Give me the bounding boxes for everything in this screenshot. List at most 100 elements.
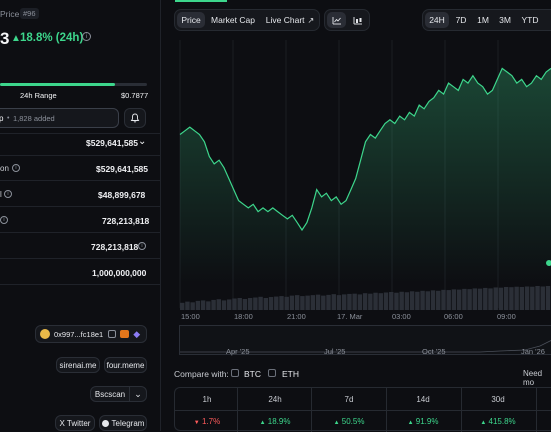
volume-bar <box>389 292 394 310</box>
website-link-2[interactable]: four.meme <box>104 357 147 373</box>
contract-address: 0x997...fc18e1 <box>54 329 104 339</box>
price-line <box>179 67 551 232</box>
volume-bar <box>247 298 253 310</box>
volume-bar <box>425 291 431 310</box>
telegram-label: Telegram <box>111 418 145 428</box>
telegram-icon <box>101 419 109 427</box>
volume-bar <box>336 295 342 310</box>
info-icon[interactable]: i <box>12 164 20 172</box>
x-tick-label: 17. Mar <box>337 312 363 321</box>
range-label: 24h Range <box>20 91 57 100</box>
range-7d[interactable]: 7D <box>455 15 467 25</box>
volume-bar <box>227 299 232 310</box>
volume-bar <box>268 297 274 310</box>
up-arrow-icon: ▲ <box>259 420 266 426</box>
diamond-icon[interactable]: ◆ <box>133 328 141 339</box>
x-tick-label: 09:00 <box>497 312 516 321</box>
down-arrow-icon: ▼ <box>193 420 200 426</box>
info-icon[interactable]: i <box>138 242 146 250</box>
volume-bar <box>242 298 248 310</box>
range-navigator[interactable] <box>179 325 551 355</box>
volume-bar <box>357 294 363 310</box>
volume-bar <box>221 300 227 310</box>
volume-bar <box>535 286 540 310</box>
price-value-partial: 3 <box>0 29 10 48</box>
range-high: $0.7877 <box>121 91 149 100</box>
compare-label: Compare with: <box>174 369 229 379</box>
info-icon[interactable]: i <box>0 216 8 224</box>
perf-value-text: 1.7% <box>201 417 221 426</box>
perf-value-text: 18.9% <box>267 417 291 426</box>
volume-bar <box>514 286 519 310</box>
volume-bar <box>462 288 467 310</box>
info-icon[interactable]: i <box>4 190 12 198</box>
explorer-dropdown[interactable]: ⌄ <box>129 386 147 402</box>
column-divider <box>237 388 238 432</box>
range-3m[interactable]: 3M <box>499 15 511 25</box>
info-icon[interactable]: i <box>82 32 91 41</box>
volume-bars <box>180 286 551 310</box>
volume-bar <box>378 293 383 310</box>
volume-bar <box>451 289 457 310</box>
volume-bar <box>352 293 357 310</box>
perf-value-text: 415.8% <box>488 417 516 426</box>
price-area <box>180 68 551 285</box>
volume-bar <box>300 296 305 310</box>
volume-bar <box>545 286 551 310</box>
chevron-down-icon[interactable]: ⌄ <box>138 136 147 147</box>
volume-bar <box>446 290 451 310</box>
rank-badge: #96 <box>20 8 39 19</box>
tab-live-chart[interactable]: Live Chart ↗ <box>262 12 318 28</box>
perf-value-24h: ▲ 18.9% <box>245 417 305 426</box>
eth-checkbox[interactable] <box>268 369 276 377</box>
candle-chart-button[interactable] <box>348 12 367 28</box>
tab-price[interactable]: Price <box>177 12 205 28</box>
volume-bar <box>362 293 368 310</box>
volume-bar <box>331 294 336 310</box>
btc-label[interactable]: BTC <box>244 369 261 379</box>
website-link-1[interactable]: sirenai.me <box>56 357 100 373</box>
volume-bar <box>430 290 436 310</box>
bell-button[interactable] <box>124 108 146 128</box>
volume-bar <box>279 296 284 310</box>
volume-bar <box>274 296 279 310</box>
contract-pill[interactable]: 0x997...fc18e1 ◆ <box>35 325 147 343</box>
twitter-link[interactable]: X Twitter <box>55 415 95 431</box>
metamask-icon[interactable] <box>120 330 130 338</box>
x-tick-label: 18:00 <box>234 312 253 321</box>
volume-bar <box>185 301 190 310</box>
telegram-link[interactable]: Telegram <box>99 415 147 431</box>
btc-checkbox[interactable] <box>231 369 239 377</box>
coin-title-partial: Price <box>0 9 20 19</box>
volume-bar <box>284 296 289 310</box>
volume-bar <box>310 295 316 310</box>
table-divider <box>175 410 551 411</box>
range-bar-fill <box>0 83 115 86</box>
line-chart-button[interactable] <box>327 12 346 28</box>
volume-bar <box>472 288 478 310</box>
volume-bar <box>519 286 525 310</box>
volume-bar <box>456 289 462 310</box>
range-24h[interactable]: 24H <box>425 12 449 28</box>
eth-label[interactable]: ETH <box>282 369 299 379</box>
copy-icon[interactable] <box>108 330 117 338</box>
volume-bar <box>483 287 488 310</box>
perf-header-7d: 7d <box>344 395 354 404</box>
tab-market-cap[interactable]: Market Cap <box>211 15 255 25</box>
active-tab-indicator <box>175 0 227 2</box>
perf-value-7d: ▲ 50.5% <box>319 417 379 426</box>
chart-type-tabs <box>174 9 320 31</box>
need-more-link[interactable]: Need mo <box>523 369 543 387</box>
x-tick-label: 21:00 <box>287 312 306 321</box>
watchlist-button[interactable]: p • 1,828 added <box>0 108 119 128</box>
range-1m[interactable]: 1M <box>477 15 489 25</box>
volume-bar <box>524 286 530 310</box>
price-chart[interactable] <box>161 40 551 310</box>
volume-bar <box>503 286 509 310</box>
volume-bar <box>326 294 331 310</box>
range-ytd[interactable]: YTD <box>521 15 539 25</box>
explorer-link[interactable]: Bscscan <box>90 386 130 402</box>
candlestick-icon <box>353 16 362 24</box>
volume-bar <box>540 286 545 310</box>
volume-bar <box>436 290 441 310</box>
